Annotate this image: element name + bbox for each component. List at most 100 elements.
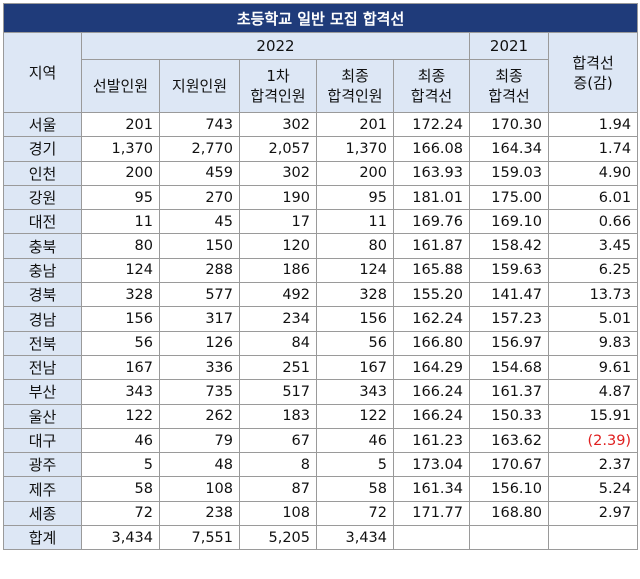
table-row: 광주 5 48 8 5 173.04 170.67 2.37 [3,452,639,478]
first-pass-cell: 190 [239,184,317,211]
final-pass-cell: 11 [316,209,394,235]
selected-cell: 11 [81,209,160,235]
cutoff-2021-cell: 164.34 [469,136,549,162]
cutoff-2021-cell: 157.23 [469,306,549,332]
change-cell: 6.25 [547,257,639,284]
selected-cell: 56 [81,330,160,356]
table-row: 강원 95 270 190 95 181.01 175.00 6.01 [3,184,639,211]
final-pass-cell: 3,434 [316,525,394,551]
applied-cell: 108 [159,476,240,502]
header-final-pass-line2: 합격인원 [327,87,383,105]
table-row: 경북 328 577 492 328 155.20 141.47 13.73 [3,282,639,308]
cutoff-2021-cell [469,525,549,551]
region-cell: 광주 [3,452,82,478]
cutoff-2022-cell: 171.77 [393,500,470,527]
selected-cell: 95 [81,184,160,211]
selected-cell: 5 [81,452,160,478]
applied-cell: 126 [159,330,240,356]
first-pass-cell: 492 [239,282,317,308]
final-pass-cell: 124 [316,257,394,284]
applied-cell: 7,551 [159,525,240,551]
region-cell: 전북 [3,330,82,356]
region-cell: 인천 [3,160,82,186]
change-cell: 3.45 [547,233,639,259]
header-change-line2: 증(감) [573,73,613,92]
cutoff-2022-cell: 163.93 [393,160,470,186]
region-cell: 대전 [3,209,82,235]
header-change-line1: 합격선 [572,53,614,72]
region-cell: 울산 [3,403,82,429]
applied-cell: 48 [159,452,240,478]
selected-cell: 80 [81,233,160,259]
region-cell: 경기 [3,136,82,162]
cutoff-2021-cell: 150.33 [469,403,549,429]
first-pass-cell: 517 [239,379,317,405]
selected-cell: 156 [81,306,160,332]
table-row: 세종 72 238 108 72 171.77 168.80 2.97 [3,500,639,527]
applied-cell: 459 [159,160,240,186]
region-cell: 충북 [3,233,82,259]
change-cell: 5.01 [547,306,639,332]
cutoff-2022-cell: 166.24 [393,403,470,429]
table-row: 전남 167 336 251 167 164.29 154.68 9.61 [3,354,639,381]
applied-cell: 288 [159,257,240,284]
header-cutoff-2022-line1: 최종 [417,67,446,85]
header-first-pass-line1: 1차 [266,67,290,85]
region-cell: 경북 [3,282,82,308]
selected-cell: 201 [81,111,160,138]
cutoff-2021-cell: 161.37 [469,379,549,405]
region-cell: 전남 [3,354,82,381]
change-cell: (2.39) [547,427,639,454]
region-cell: 충남 [3,257,82,284]
region-cell: 대구 [3,427,82,454]
final-pass-cell: 58 [316,476,394,502]
change-cell: 4.87 [547,379,639,405]
header-applied: 지원인원 [159,59,240,113]
applied-cell: 577 [159,282,240,308]
cutoff-2022-cell: 165.88 [393,257,470,284]
header-applied-line1: 지원인원 [171,77,228,95]
total-label: 합계 [3,525,82,551]
table-row: 충북 80 150 120 80 161.87 158.42 3.45 [3,233,639,259]
applied-cell: 743 [159,111,240,138]
first-pass-cell: 2,057 [239,136,317,162]
cutoff-table: 초등학교 일반 모집 합격선 지역 2022 2021 합격선 증(감) 선발인… [2,3,639,551]
selected-cell: 200 [81,160,160,186]
region-cell: 경남 [3,306,82,332]
cutoff-2021-cell: 141.47 [469,282,549,308]
cutoff-2022-cell: 181.01 [393,184,470,211]
header-year-2022: 2022 [81,32,470,60]
header-year-2021: 2021 [469,32,549,60]
cutoff-2022-cell [393,525,470,551]
applied-cell: 262 [159,403,240,429]
final-pass-cell: 200 [316,160,394,186]
header-first-pass-line2: 합격인원 [250,87,306,105]
cutoff-2022-cell: 161.87 [393,233,470,259]
cutoff-2022-cell: 161.23 [393,427,470,454]
selected-cell: 58 [81,476,160,502]
cutoff-2021-cell: 168.80 [469,500,549,527]
selected-cell: 167 [81,354,160,381]
header-change: 합격선 증(감) [547,32,639,113]
change-cell [547,525,639,551]
change-cell: 1.94 [547,111,639,138]
cutoff-2022-cell: 155.20 [393,282,470,308]
change-cell: 9.61 [547,354,639,381]
change-cell: 6.01 [547,184,639,211]
final-pass-cell: 328 [316,282,394,308]
first-pass-cell: 84 [239,330,317,356]
selected-cell: 46 [81,427,160,454]
table-row: 인천 200 459 302 200 163.93 159.03 4.90 [3,160,639,186]
header-cutoff-2021: 최종 합격선 [469,59,549,113]
final-pass-cell: 343 [316,379,394,405]
first-pass-cell: 302 [239,160,317,186]
applied-cell: 2,770 [159,136,240,162]
selected-cell: 3,434 [81,525,160,551]
first-pass-cell: 8 [239,452,317,478]
table-row: 경기 1,370 2,770 2,057 1,370 166.08 164.34 1.74 [3,136,639,162]
first-pass-cell: 120 [239,233,317,259]
table-row: 대전 11 45 17 11 169.76 169.10 0.66 [3,209,639,235]
header-cutoff-2021-line1: 최종 [495,67,523,85]
final-pass-cell: 46 [316,427,394,454]
first-pass-cell: 302 [239,111,317,138]
